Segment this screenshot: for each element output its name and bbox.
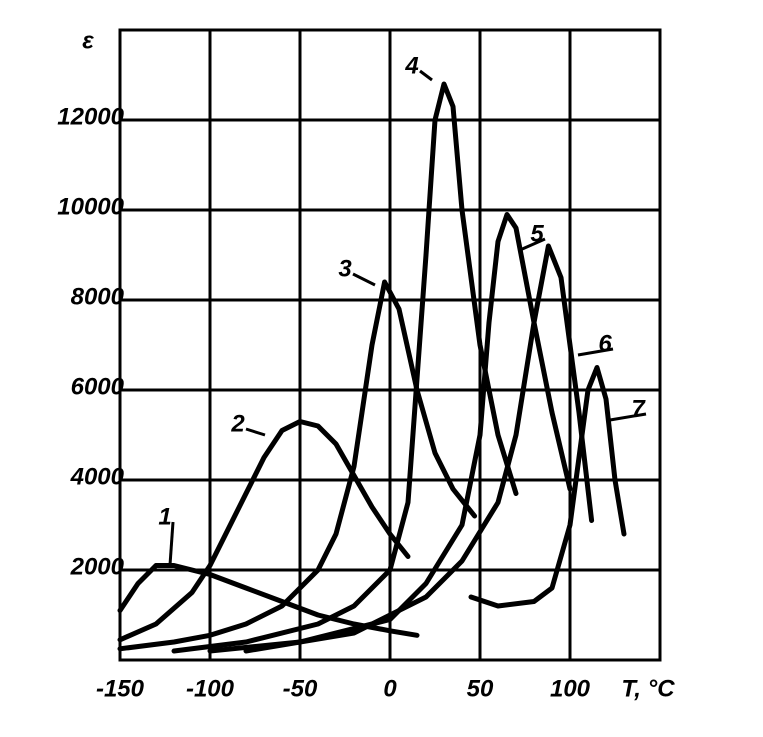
leader-line — [609, 412, 647, 422]
curve-label: 4 — [404, 52, 418, 79]
x-tick-label: -50 — [283, 675, 318, 702]
curve — [243, 243, 595, 654]
y-tick-label: 4000 — [70, 463, 125, 490]
y-tick-label: 2000 — [70, 553, 125, 580]
curve — [171, 81, 519, 654]
x-axis-label: T, °C — [621, 675, 675, 702]
x-tick-label: 0 — [383, 675, 397, 702]
curve-label: 2 — [230, 410, 245, 437]
curve-label: 5 — [530, 220, 544, 247]
curve-label: 1 — [158, 503, 171, 530]
x-tick-label: 50 — [467, 675, 494, 702]
leader-line — [245, 427, 266, 437]
curve-label: 6 — [598, 330, 612, 357]
y-tick-label: 6000 — [71, 373, 125, 400]
x-tick-label: 100 — [550, 675, 591, 702]
curve — [468, 365, 627, 609]
y-axis-label: ε — [82, 27, 94, 54]
leader-line — [352, 272, 376, 287]
y-tick-label: 10000 — [57, 193, 124, 220]
x-tick-label: -100 — [186, 675, 235, 702]
curve-label: 3 — [338, 255, 352, 282]
y-tick-label: 12000 — [57, 103, 124, 130]
curve — [117, 279, 478, 652]
leader-line — [168, 521, 175, 566]
curve — [117, 419, 411, 643]
leader-line — [577, 347, 614, 357]
curve-label: 7 — [631, 395, 646, 422]
x-tick-label: -150 — [96, 675, 145, 702]
leader-line — [519, 237, 546, 252]
y-tick-label: 8000 — [71, 283, 125, 310]
leader-line — [419, 69, 433, 82]
